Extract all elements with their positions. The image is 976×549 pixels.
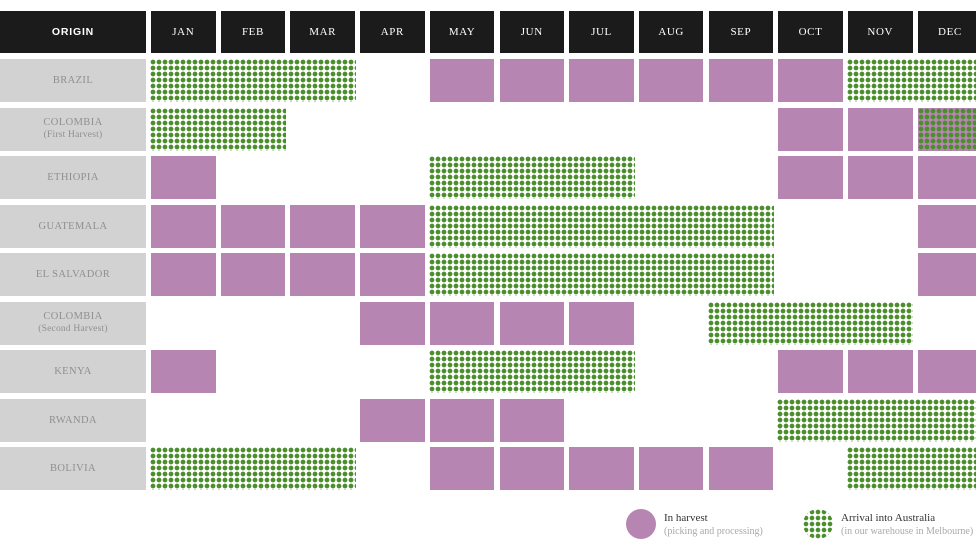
- origin-label: COLOMBIA (First Harvest): [0, 107, 146, 151]
- month-header-sep: SEP: [708, 11, 774, 53]
- harvest-cell-jul: [569, 59, 634, 102]
- arrival-cell: [150, 107, 287, 151]
- origin-name: RWANDA: [49, 414, 97, 426]
- arrival-cell: [777, 398, 976, 442]
- origin-label: BRAZIL: [0, 59, 146, 102]
- origin-name: COLOMBIA: [43, 311, 103, 322]
- harvest-cell-apr: [360, 204, 425, 248]
- month-header-jun: JUN: [499, 11, 564, 53]
- origin-label: BOLIVIA: [0, 447, 146, 490]
- harvest-cell-dec: [917, 350, 976, 393]
- harvest-cell-may: [429, 398, 495, 442]
- harvest-cell-nov: [848, 350, 913, 393]
- harvest-cell-dec: [917, 204, 976, 248]
- harvest-cell-feb: [220, 204, 286, 248]
- legend-swatch-arrival: [803, 509, 833, 539]
- harvest-cell-jan: [151, 253, 216, 296]
- arrival-cell: [428, 156, 635, 199]
- arrival-cell: [428, 204, 775, 248]
- origin-sublabel: (Second Harvest): [38, 324, 108, 334]
- origin-sublabel: (First Harvest): [43, 130, 103, 140]
- harvest-cell-dec: [917, 107, 976, 151]
- harvest-cell-aug: [638, 59, 704, 102]
- harvest-cell-aug: [638, 447, 704, 490]
- origin-name: KENYA: [54, 366, 92, 377]
- harvest-cell-sep: [708, 447, 774, 490]
- legend-label-arrival: Arrival into Australia: [841, 512, 936, 524]
- harvest-cell-oct: [778, 350, 843, 393]
- harvest-cell-may: [429, 447, 495, 490]
- harvest-cell-jul: [569, 301, 634, 345]
- legend-sublabel-arrival: (in our warehouse in Melbourne): [841, 526, 974, 537]
- harvest-cell-nov: [848, 156, 913, 199]
- arrival-cell: [150, 447, 356, 490]
- origin-label: ETHIOPIA: [0, 156, 146, 199]
- harvest-cell-mar: [290, 253, 355, 296]
- month-header-jan: JAN: [151, 11, 216, 53]
- harvest-cell-jan: [151, 350, 216, 393]
- harvest-cell-apr: [360, 398, 425, 442]
- month-header-feb: FEB: [220, 11, 286, 53]
- legend-swatch-harvest: [626, 509, 656, 539]
- origin-name: COLOMBIA: [43, 117, 103, 128]
- origin-name: BOLIVIA: [50, 463, 96, 474]
- harvest-cell-may: [429, 301, 495, 345]
- harvest-cell-sep: [708, 59, 774, 102]
- harvest-cell-jun: [499, 301, 564, 345]
- month-header-aug: AUG: [638, 11, 704, 53]
- arrival-cell: [847, 447, 976, 490]
- origin-label: EL SALVADOR: [0, 253, 146, 296]
- harvest-cell-nov: [848, 107, 913, 151]
- legend-label-harvest: In harvest: [664, 512, 708, 524]
- harvest-cell-jun: [499, 59, 564, 102]
- month-header-oct: OCT: [778, 11, 843, 53]
- arrival-cell: [707, 301, 914, 345]
- origin-label: COLOMBIA (Second Harvest): [0, 301, 146, 345]
- arrival-cell: [847, 59, 976, 102]
- origin-name: ETHIOPIA: [47, 172, 99, 183]
- arrival-cell: [428, 253, 775, 296]
- month-header-jul: JUL: [569, 11, 634, 53]
- origin-label: KENYA: [0, 350, 146, 393]
- harvest-cell-dec: [917, 253, 976, 296]
- origin-name: EL SALVADOR: [35, 269, 111, 280]
- harvest-cell-jan: [151, 156, 216, 199]
- harvest-cell-jul: [569, 447, 634, 490]
- month-header-mar: MAR: [290, 11, 355, 53]
- harvest-cell-mar: [290, 204, 355, 248]
- harvest-cell-dec: [917, 156, 976, 199]
- harvest-cell-jun: [499, 447, 564, 490]
- origin-name: BRAZIL: [52, 75, 94, 86]
- month-header-apr: APR: [360, 11, 425, 53]
- origin-name: GUATEMALA: [38, 220, 108, 232]
- harvest-cell-oct: [778, 59, 843, 102]
- harvest-cell-oct: [778, 107, 843, 151]
- harvest-cell-jan: [151, 204, 216, 248]
- arrival-cell: [428, 350, 635, 393]
- harvest-cell-feb: [220, 253, 286, 296]
- legend-sublabel-harvest: (picking and processing): [664, 526, 763, 537]
- harvest-cell-jun: [499, 398, 564, 442]
- harvest-cell-oct: [778, 156, 843, 199]
- harvest-cell-may: [429, 59, 495, 102]
- arrival-cell: [150, 59, 356, 102]
- harvest-cell-apr: [360, 301, 425, 345]
- origin-header: ORIGIN: [0, 11, 146, 53]
- month-header-may: MAY: [429, 11, 495, 53]
- month-header-nov: NOV: [848, 11, 913, 53]
- harvest-cell-apr: [360, 253, 425, 296]
- origin-label: RWANDA: [0, 398, 146, 442]
- month-header-dec: DEC: [917, 11, 976, 53]
- origin-label: GUATEMALA: [0, 204, 146, 248]
